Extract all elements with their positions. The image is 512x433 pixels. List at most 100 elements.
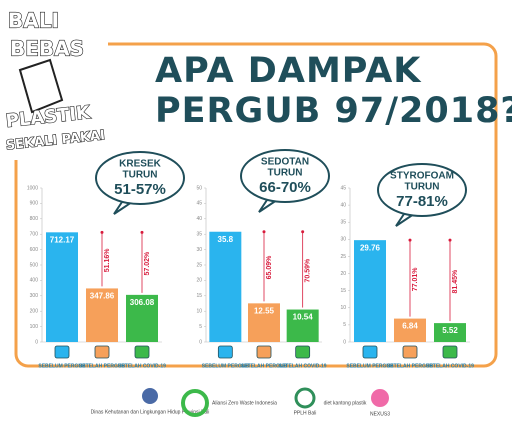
bar (354, 240, 386, 342)
y-tick-label: 900 (30, 201, 39, 207)
value-label: 10.54 (293, 313, 314, 322)
bubble-text: 66-70% (259, 179, 311, 196)
y-tick-label: 800 (30, 216, 39, 222)
y-tick-label: 10 (340, 305, 346, 311)
y-tick-label: 25 (196, 262, 202, 268)
y-tick-label: 0 (199, 339, 202, 345)
x-tick-label: SETELAH COVID-19 (118, 363, 166, 369)
bar (126, 294, 158, 342)
y-tick-label: 700 (30, 232, 39, 238)
y-tick-label: 45 (340, 185, 346, 191)
y-tick-label: 5 (343, 322, 346, 328)
footer-text: Aliansi Zero Waste Indonesia (212, 400, 277, 406)
value-label: 712.17 (50, 235, 75, 244)
y-tick-label: 50 (196, 185, 202, 191)
category-icon (256, 345, 272, 359)
value-label: 347.86 (90, 292, 115, 301)
y-tick-label: 45 (196, 201, 202, 207)
y-tick-label: 10 (196, 309, 202, 315)
logo: BALI BEBAS PLASTIK SEKALI PAKAI (4, 4, 108, 160)
y-tick-label: 500 (30, 262, 39, 268)
footer-text: Dinas Kehutanan dan Lingkungan Hidup Pro… (91, 409, 210, 415)
footer-text: diet kantong plastik (324, 400, 367, 406)
logo-icon (181, 389, 209, 417)
reduction-label: 51.16% (104, 248, 111, 273)
y-tick-label: 0 (343, 339, 346, 345)
x-tick-label: SETELAH COVID-19 (279, 363, 327, 369)
category-icon (442, 345, 458, 359)
y-tick-label: 35 (196, 232, 202, 238)
x-tick-label: SETELAH COVID-19 (426, 363, 474, 369)
logo-text: BEBAS (10, 37, 84, 61)
reduction-label: 81.45% (452, 269, 459, 294)
x-tick-label: SETELAH PERGUB (387, 363, 434, 369)
y-tick-label: 1000 (27, 185, 38, 191)
y-tick-label: 0 (35, 339, 38, 345)
bar (286, 309, 319, 342)
bar (46, 232, 78, 342)
y-tick-label: 40 (340, 202, 346, 208)
bar (248, 303, 280, 342)
value-label: 306.08 (130, 298, 155, 307)
reduction-label: 70.59% (305, 258, 312, 283)
category-icon (295, 345, 311, 359)
footer-text: NEXUS3 (370, 411, 390, 417)
reduction-dot (100, 230, 104, 234)
value-label: 6.84 (402, 322, 418, 331)
logo-icon (142, 388, 158, 404)
speech-bubble (240, 149, 330, 203)
logo-icon (371, 389, 389, 407)
frame (14, 42, 498, 368)
speech-bubble (377, 163, 467, 217)
category-icon (94, 345, 110, 359)
logo-text: BALI (8, 9, 59, 33)
y-tick-label: 200 (30, 309, 39, 315)
bar (394, 318, 426, 342)
value-label: 29.76 (360, 243, 381, 252)
y-tick-label: 5 (199, 324, 202, 330)
reduction-dot (301, 230, 305, 234)
bubble-text: STYROFOAM (390, 171, 454, 182)
category-icon (54, 345, 70, 359)
y-tick-label: 30 (196, 247, 202, 253)
y-tick-label: 35 (340, 220, 346, 226)
reduction-dot (262, 230, 266, 234)
x-tick-label: SEBELUM PERGUB (38, 363, 86, 369)
category-icon (217, 345, 233, 359)
y-tick-label: 15 (340, 288, 346, 294)
value-label: 35.8 (218, 235, 234, 244)
y-tick-label: 100 (30, 324, 39, 330)
y-tick-label: 400 (30, 278, 39, 284)
category-icon (134, 345, 150, 359)
bubble-text: KRESEK (119, 159, 161, 170)
footer: Dinas Kehutanan dan Lingkungan Hidup Pro… (91, 387, 390, 417)
reduction-label: 57.02% (144, 251, 151, 276)
reduction-dot (140, 230, 144, 234)
reduction-label: 77.01% (412, 267, 419, 292)
y-tick-label: 40 (196, 216, 202, 222)
speech-bubble (95, 151, 185, 205)
x-tick-label: SETELAH PERGUB (79, 363, 126, 369)
bubble-text: TURUN (405, 182, 440, 193)
y-tick-label: 300 (30, 293, 39, 299)
bubble-text: TURUN (268, 168, 303, 179)
bar (209, 231, 242, 342)
y-tick-label: 20 (196, 278, 202, 284)
y-tick-label: 15 (196, 293, 202, 299)
logo-bag (18, 58, 64, 114)
logo-icon (294, 387, 316, 409)
x-tick-label: SETELAH PERGUB (241, 363, 288, 369)
reduction-dot (448, 238, 452, 242)
reduction-dot (408, 238, 412, 242)
title: APA DAMPAK (155, 51, 422, 91)
x-tick-label: SEBELUM PERGUB (202, 363, 250, 369)
value-label: 5.52 (442, 326, 458, 335)
bar (86, 288, 118, 342)
x-tick-label: SEBELUM PERGUB (346, 363, 394, 369)
y-tick-label: 25 (340, 254, 346, 260)
category-icon (362, 345, 378, 359)
bubble-text: TURUN (123, 170, 158, 181)
footer-text: PPLH Bali (294, 410, 317, 416)
bubble-text: 51-57% (114, 181, 166, 198)
